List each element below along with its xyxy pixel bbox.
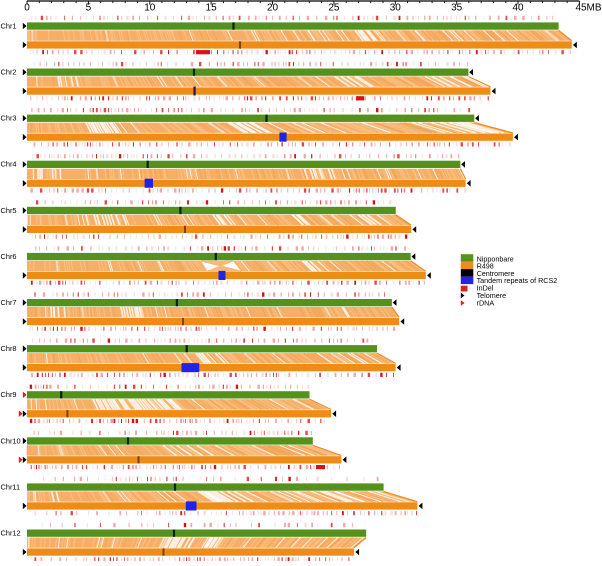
svg-text:30: 30 [390,3,402,14]
svg-text:InDel: InDel [477,284,494,293]
svg-text:Nipponbare: Nipponbare [477,255,514,264]
svg-text:Chr10: Chr10 [1,436,21,445]
svg-text:Telomere: Telomere [477,291,507,300]
svg-text:40: 40 [512,3,524,14]
svg-text:Chr6: Chr6 [1,252,17,261]
svg-text:Centromere: Centromere [477,269,515,278]
svg-text:20: 20 [267,3,279,14]
svg-text:R498: R498 [477,262,494,271]
svg-text:Chr8: Chr8 [1,344,17,353]
svg-text:25: 25 [328,3,340,14]
svg-text:Chr1: Chr1 [1,21,17,30]
svg-text:Chr2: Chr2 [1,68,17,77]
svg-text:15: 15 [206,3,218,14]
svg-text:rDNA: rDNA [477,299,495,308]
svg-text:Chr3: Chr3 [1,114,17,123]
svg-text:Tandem repeats of RCS2: Tandem repeats of RCS2 [477,276,558,285]
svg-text:5: 5 [86,3,92,14]
svg-text:Chr7: Chr7 [1,298,17,307]
svg-text:45MB: 45MB [575,3,601,14]
svg-text:Chr12: Chr12 [1,529,21,538]
svg-text:0: 0 [24,3,30,14]
svg-text:Chr11: Chr11 [1,482,21,491]
svg-text:10: 10 [144,3,156,14]
svg-text:Chr9: Chr9 [1,390,17,399]
svg-text:Chr5: Chr5 [1,206,17,215]
svg-text:Chr4: Chr4 [1,160,17,169]
svg-text:35: 35 [451,3,463,14]
